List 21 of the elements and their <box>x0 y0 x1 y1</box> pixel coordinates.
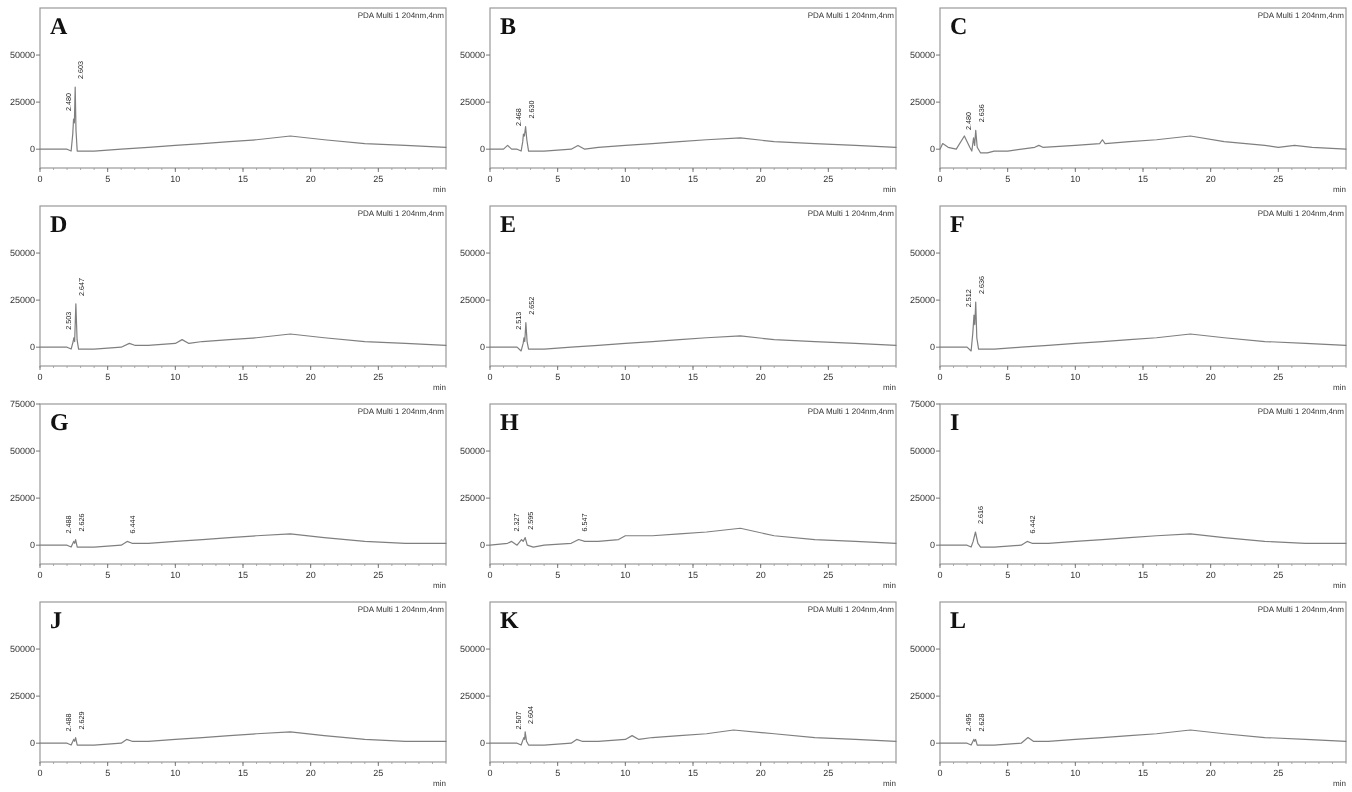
line-series <box>489 125 897 152</box>
chart-title: C <box>950 12 968 40</box>
line-series <box>939 729 1347 746</box>
chart-title: J <box>50 606 62 634</box>
chart-title: D <box>50 210 68 238</box>
line-series <box>39 86 447 152</box>
line-series <box>39 731 447 746</box>
line-series <box>489 729 897 746</box>
line-series <box>939 129 1347 154</box>
chart-title: A <box>50 12 68 40</box>
chart-title: H <box>500 408 520 436</box>
chart-title: G <box>50 408 69 436</box>
line-series <box>39 533 447 548</box>
chart-title: K <box>500 606 520 634</box>
chart-title: I <box>950 408 960 436</box>
chart-title: F <box>950 210 965 238</box>
line-series <box>939 531 1347 548</box>
chart-title: L <box>950 606 967 634</box>
chart-title: E <box>500 210 517 238</box>
line-series <box>39 303 447 350</box>
chart-title: B <box>500 12 517 40</box>
